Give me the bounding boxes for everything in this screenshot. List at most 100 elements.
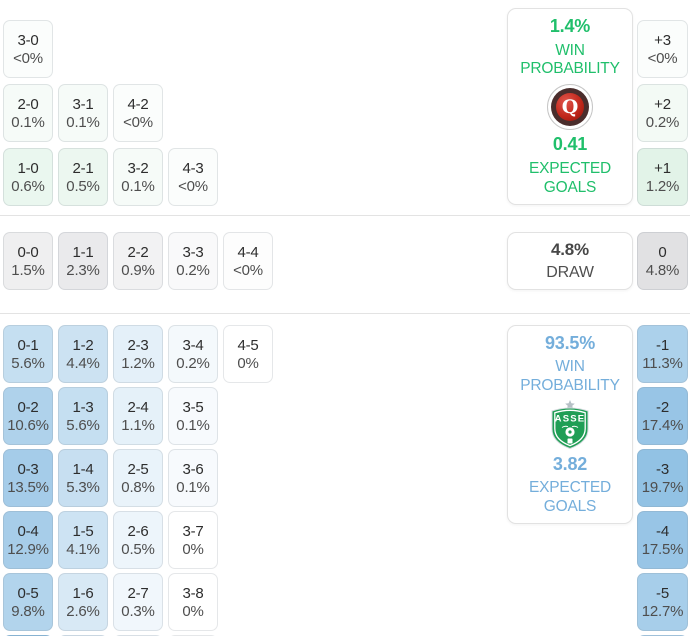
probability-value: 0.5% (66, 177, 100, 195)
probability-value: 0.5% (121, 540, 155, 558)
probability-value: 5.6% (11, 354, 45, 372)
score-value: 1-0 (17, 159, 39, 177)
goal-diff-cell: +3 <0% (637, 20, 688, 78)
score-grid-row: 0-4 12.9% 1-5 4.1% 2-6 0.5% 3-7 0% (3, 511, 273, 569)
team1-expected-goals-label: EXPECTED GOALS (529, 160, 611, 196)
score-value: 2-2 (127, 243, 149, 261)
score-cell: 3-2 0.1% (113, 148, 163, 206)
team2-expected-goals-label: EXPECTED GOALS (529, 479, 611, 515)
probability-value: 17.5% (641, 540, 684, 558)
score-grid-row: 1-0 0.6% 2-1 0.5% 3-2 0.1% 4-3 <0% (3, 148, 218, 206)
score-cell: 0-2 10.6% (3, 387, 53, 445)
score-value: 4-5 (237, 336, 259, 354)
score-value: 1-2 (72, 336, 94, 354)
score-cell: 3-8 0% (168, 573, 218, 631)
probability-value: <0% (178, 177, 208, 195)
crest-star-icon (565, 399, 575, 409)
probability-value: 1.1% (121, 416, 155, 434)
score-cell: 3-6 0.1% (168, 449, 218, 507)
score-cell: 2-5 0.8% (113, 449, 163, 507)
team2-goal-diff-column: -1 11.3% -2 17.4% -3 19.7% -4 17.5% -5 12.7% (637, 325, 688, 635)
crest-ring: Q (551, 87, 589, 126)
score-value: 1-1 (72, 243, 94, 261)
crest-letter: Q (556, 92, 584, 121)
probability-value: 0.9% (121, 261, 155, 279)
probability-value: 17.4% (641, 416, 684, 434)
goal-diff-cell: -2 17.4% (637, 387, 688, 445)
draw-score-grid: 0-0 1.5% 1-1 2.3% 2-2 0.9% 3-3 0.2% 4-4 <0% (3, 232, 273, 296)
score-cell: 0-3 13.5% (3, 449, 53, 507)
score-value: 4-3 (182, 159, 204, 177)
score-cell: 1-5 4.1% (58, 511, 108, 569)
score-value: 0-5 (17, 584, 39, 602)
score-cell: 3-0 <0% (3, 20, 53, 78)
probability-value: 2.3% (66, 261, 100, 279)
team1-win-probability: 1.4% (549, 16, 591, 36)
score-value: 2-3 (127, 336, 149, 354)
probability-value: 10.6% (7, 416, 49, 434)
score-cell: 3-4 0.2% (168, 325, 218, 383)
probability-value: 12.7% (641, 602, 684, 620)
probability-value: <0% (13, 49, 43, 67)
team2-score-grid: 0-1 5.6% 1-2 4.4% 2-3 1.2% 3-4 0.2% 4-5 0% 0-2 10.6… (3, 325, 273, 635)
probability-value: 1.2% (645, 177, 680, 195)
team1-win-probability-label: WIN PROBABILITY (520, 41, 620, 78)
score-grid-row: 0-5 9.8% 1-6 2.6% 2-7 0.3% 3-8 0% (3, 573, 273, 631)
score-cell: 4-2 <0% (113, 84, 163, 142)
score-cell: 2-7 0.3% (113, 573, 163, 631)
probability-value: 0.2% (176, 261, 210, 279)
probability-value: 13.5% (7, 478, 49, 496)
probability-value: 0.3% (121, 602, 155, 620)
probability-value: 0.1% (176, 478, 210, 496)
goal-diff-cell: -4 17.5% (637, 511, 688, 569)
score-grid-row: 0-1 5.6% 1-2 4.4% 2-3 1.2% 3-4 0.2% 4-5 0% (3, 325, 273, 383)
goal-diff-cell: 0 4.8% (637, 232, 688, 290)
probability-value: 0% (237, 354, 259, 372)
draw-label: DRAW (546, 263, 594, 281)
score-value: 0-2 (17, 398, 39, 416)
score-value: 3-3 (182, 243, 204, 261)
score-value: 0-3 (17, 460, 39, 478)
team2-win-card: 93.5% WIN PROBABILITY ASSE 3.82 EXPECTED… (507, 325, 633, 524)
probability-value: 9.8% (11, 602, 45, 620)
score-value: 2-0 (17, 95, 39, 113)
team2-crest-icon: ASSE (551, 399, 589, 449)
section-divider (0, 313, 690, 314)
score-cell: 2-1 0.5% (58, 148, 108, 206)
score-value: 1-6 (72, 584, 94, 602)
team1-win-card: 1.4% WIN PROBABILITY Q 0.41 EXPECTED GOA… (507, 8, 633, 205)
goal-diff-value: -4 (656, 522, 669, 540)
score-cell: 1-0 0.6% (3, 148, 53, 206)
probability-value: 12.9% (7, 540, 49, 558)
probability-value: <0% (233, 261, 263, 279)
probability-value: 0.2% (176, 354, 210, 372)
probability-value: 0% (182, 602, 204, 620)
probability-value: 4.8% (645, 261, 680, 279)
probability-value: 0% (182, 540, 204, 558)
score-value: 1-5 (72, 522, 94, 540)
goal-diff-value: +1 (654, 159, 671, 177)
score-value: 3-8 (182, 584, 204, 602)
team2-expected-goals: 3.82 (552, 453, 588, 474)
score-value: 0-4 (17, 522, 39, 540)
score-value: 3-1 (72, 95, 94, 113)
score-value: 2-5 (127, 460, 149, 478)
score-value: 3-6 (182, 460, 204, 478)
goal-diff-value: 0 (658, 243, 667, 261)
team1-expected-goals: 0.41 (552, 134, 588, 155)
score-cell: 4-3 <0% (168, 148, 218, 206)
score-cell: 1-2 4.4% (58, 325, 108, 383)
probability-value: 0.6% (11, 177, 45, 195)
score-cell: 2-4 1.1% (113, 387, 163, 445)
score-value: 3-2 (127, 159, 149, 177)
score-cell: 4-4 <0% (223, 232, 273, 290)
probability-value: 0.8% (121, 478, 155, 496)
score-cell: 3-7 0% (168, 511, 218, 569)
score-grid-row: 0-2 10.6% 1-3 5.6% 2-4 1.1% 3-5 0.1% (3, 387, 273, 445)
probability-value: 0.2% (645, 113, 680, 131)
goal-diff-cell: +1 1.2% (637, 148, 688, 206)
score-value: 3-0 (17, 31, 39, 49)
score-cell: 1-3 5.6% (58, 387, 108, 445)
probability-value: 0.1% (176, 416, 210, 434)
